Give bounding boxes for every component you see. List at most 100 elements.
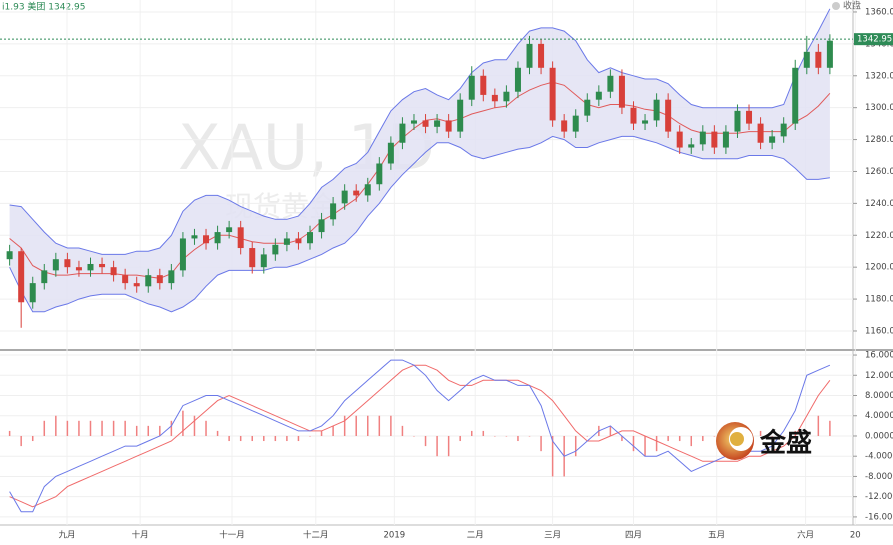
candle-body bbox=[191, 235, 198, 239]
y-tick-label: 1180.00 bbox=[865, 295, 893, 305]
x-tick-label: 四月 bbox=[625, 531, 642, 541]
candle-body bbox=[699, 131, 706, 145]
candle-body bbox=[145, 275, 152, 287]
histogram-bar bbox=[806, 430, 808, 436]
x-tick-label: 十二月 bbox=[303, 530, 329, 541]
candle-body bbox=[561, 120, 568, 132]
y-tick-label: 1260.00 bbox=[865, 167, 893, 177]
candle-body bbox=[399, 123, 406, 143]
histogram-bar bbox=[609, 425, 612, 436]
candle-body bbox=[780, 123, 787, 137]
histogram-bar bbox=[8, 430, 11, 436]
legend-icon bbox=[832, 2, 840, 10]
candle-body bbox=[307, 232, 314, 244]
candle-body bbox=[99, 263, 106, 268]
candle-body bbox=[133, 283, 140, 287]
histogram-bar bbox=[216, 430, 219, 436]
y-tick-label: 12.0000 bbox=[865, 371, 893, 381]
y-tick-label: -8.0000 bbox=[865, 472, 893, 482]
histogram-bar bbox=[367, 415, 369, 436]
candle-body bbox=[364, 184, 371, 196]
candle-body bbox=[491, 94, 498, 102]
histogram-bar bbox=[263, 435, 265, 442]
y-tick-label: -4.0000 bbox=[865, 452, 893, 462]
candle-body bbox=[503, 91, 510, 102]
y-tick-label: 1220.00 bbox=[865, 231, 893, 241]
histogram-bar bbox=[147, 425, 150, 436]
candle-body bbox=[526, 43, 533, 68]
histogram-bar bbox=[540, 435, 542, 452]
histogram-bar bbox=[632, 435, 635, 452]
x-tick-label: 六月 bbox=[797, 530, 814, 541]
histogram-bar bbox=[424, 435, 427, 447]
candle-body bbox=[156, 275, 163, 284]
histogram-bar bbox=[355, 415, 357, 436]
histogram-bar bbox=[378, 415, 381, 436]
candle-body bbox=[815, 51, 822, 68]
candle-body bbox=[318, 219, 325, 233]
candle-body bbox=[376, 163, 383, 185]
candle-body bbox=[168, 270, 175, 284]
histogram-bar bbox=[320, 430, 323, 436]
candle-body bbox=[249, 248, 256, 268]
x-tick-label: 二月 bbox=[467, 531, 484, 541]
candle-body bbox=[179, 238, 186, 271]
x-tick-label: 五月 bbox=[708, 531, 725, 541]
candle-body bbox=[618, 75, 625, 108]
candle-body bbox=[387, 142, 394, 164]
histogram-bar bbox=[182, 410, 184, 436]
y-tick-label: 1280.00 bbox=[865, 135, 893, 145]
histogram-bar bbox=[159, 425, 161, 436]
histogram-bar bbox=[20, 435, 22, 447]
candle-body bbox=[549, 67, 556, 121]
candle-body bbox=[341, 190, 348, 204]
histogram-bar bbox=[470, 430, 473, 436]
histogram-bar bbox=[447, 435, 450, 457]
y-tick-label: -16.0000 bbox=[865, 512, 893, 522]
candle-body bbox=[722, 131, 729, 148]
candle-body bbox=[792, 67, 799, 124]
histogram-bar bbox=[574, 435, 577, 457]
candle-body bbox=[330, 203, 337, 220]
histogram-bar bbox=[343, 415, 346, 436]
candle-body bbox=[688, 144, 695, 148]
histogram-bar bbox=[702, 435, 704, 442]
histogram-bar bbox=[459, 435, 461, 442]
candle-body bbox=[514, 67, 521, 92]
last-price-label: 1342.95 bbox=[857, 35, 892, 45]
candle-body bbox=[584, 99, 591, 116]
histogram-bar bbox=[621, 435, 623, 442]
histogram-bar bbox=[170, 420, 173, 436]
candle-body bbox=[607, 75, 614, 92]
candle-body bbox=[410, 120, 417, 124]
candle-body bbox=[353, 190, 360, 196]
candle-body bbox=[642, 120, 649, 124]
x-tick-label: 十一月 bbox=[219, 530, 245, 541]
histogram-bar bbox=[794, 430, 796, 436]
candle-body bbox=[122, 275, 129, 284]
histogram-bar bbox=[274, 435, 277, 442]
y-tick-label: 1360.00 bbox=[865, 7, 893, 17]
candle-body bbox=[75, 267, 82, 271]
histogram-bar bbox=[228, 435, 230, 442]
x-tick-label: 三月 bbox=[544, 531, 561, 541]
candle-body bbox=[18, 251, 25, 303]
candle-body bbox=[52, 259, 59, 271]
candle-body bbox=[572, 115, 579, 132]
histogram-bar bbox=[205, 420, 207, 436]
histogram-bar bbox=[517, 435, 519, 442]
candle-body bbox=[595, 91, 602, 100]
candle-body bbox=[630, 107, 637, 124]
histogram-bar bbox=[66, 420, 69, 436]
dea-line bbox=[9, 364, 831, 508]
logo-icon bbox=[730, 432, 744, 446]
histogram-bar bbox=[43, 420, 46, 436]
histogram-bar bbox=[817, 415, 820, 436]
candle-body bbox=[422, 120, 429, 127]
histogram-bar bbox=[251, 435, 253, 442]
candle-body bbox=[295, 238, 302, 244]
histogram-bar bbox=[31, 435, 34, 442]
histogram-bar bbox=[771, 435, 773, 437]
histogram-bar bbox=[112, 420, 115, 436]
candle-body bbox=[29, 283, 36, 303]
